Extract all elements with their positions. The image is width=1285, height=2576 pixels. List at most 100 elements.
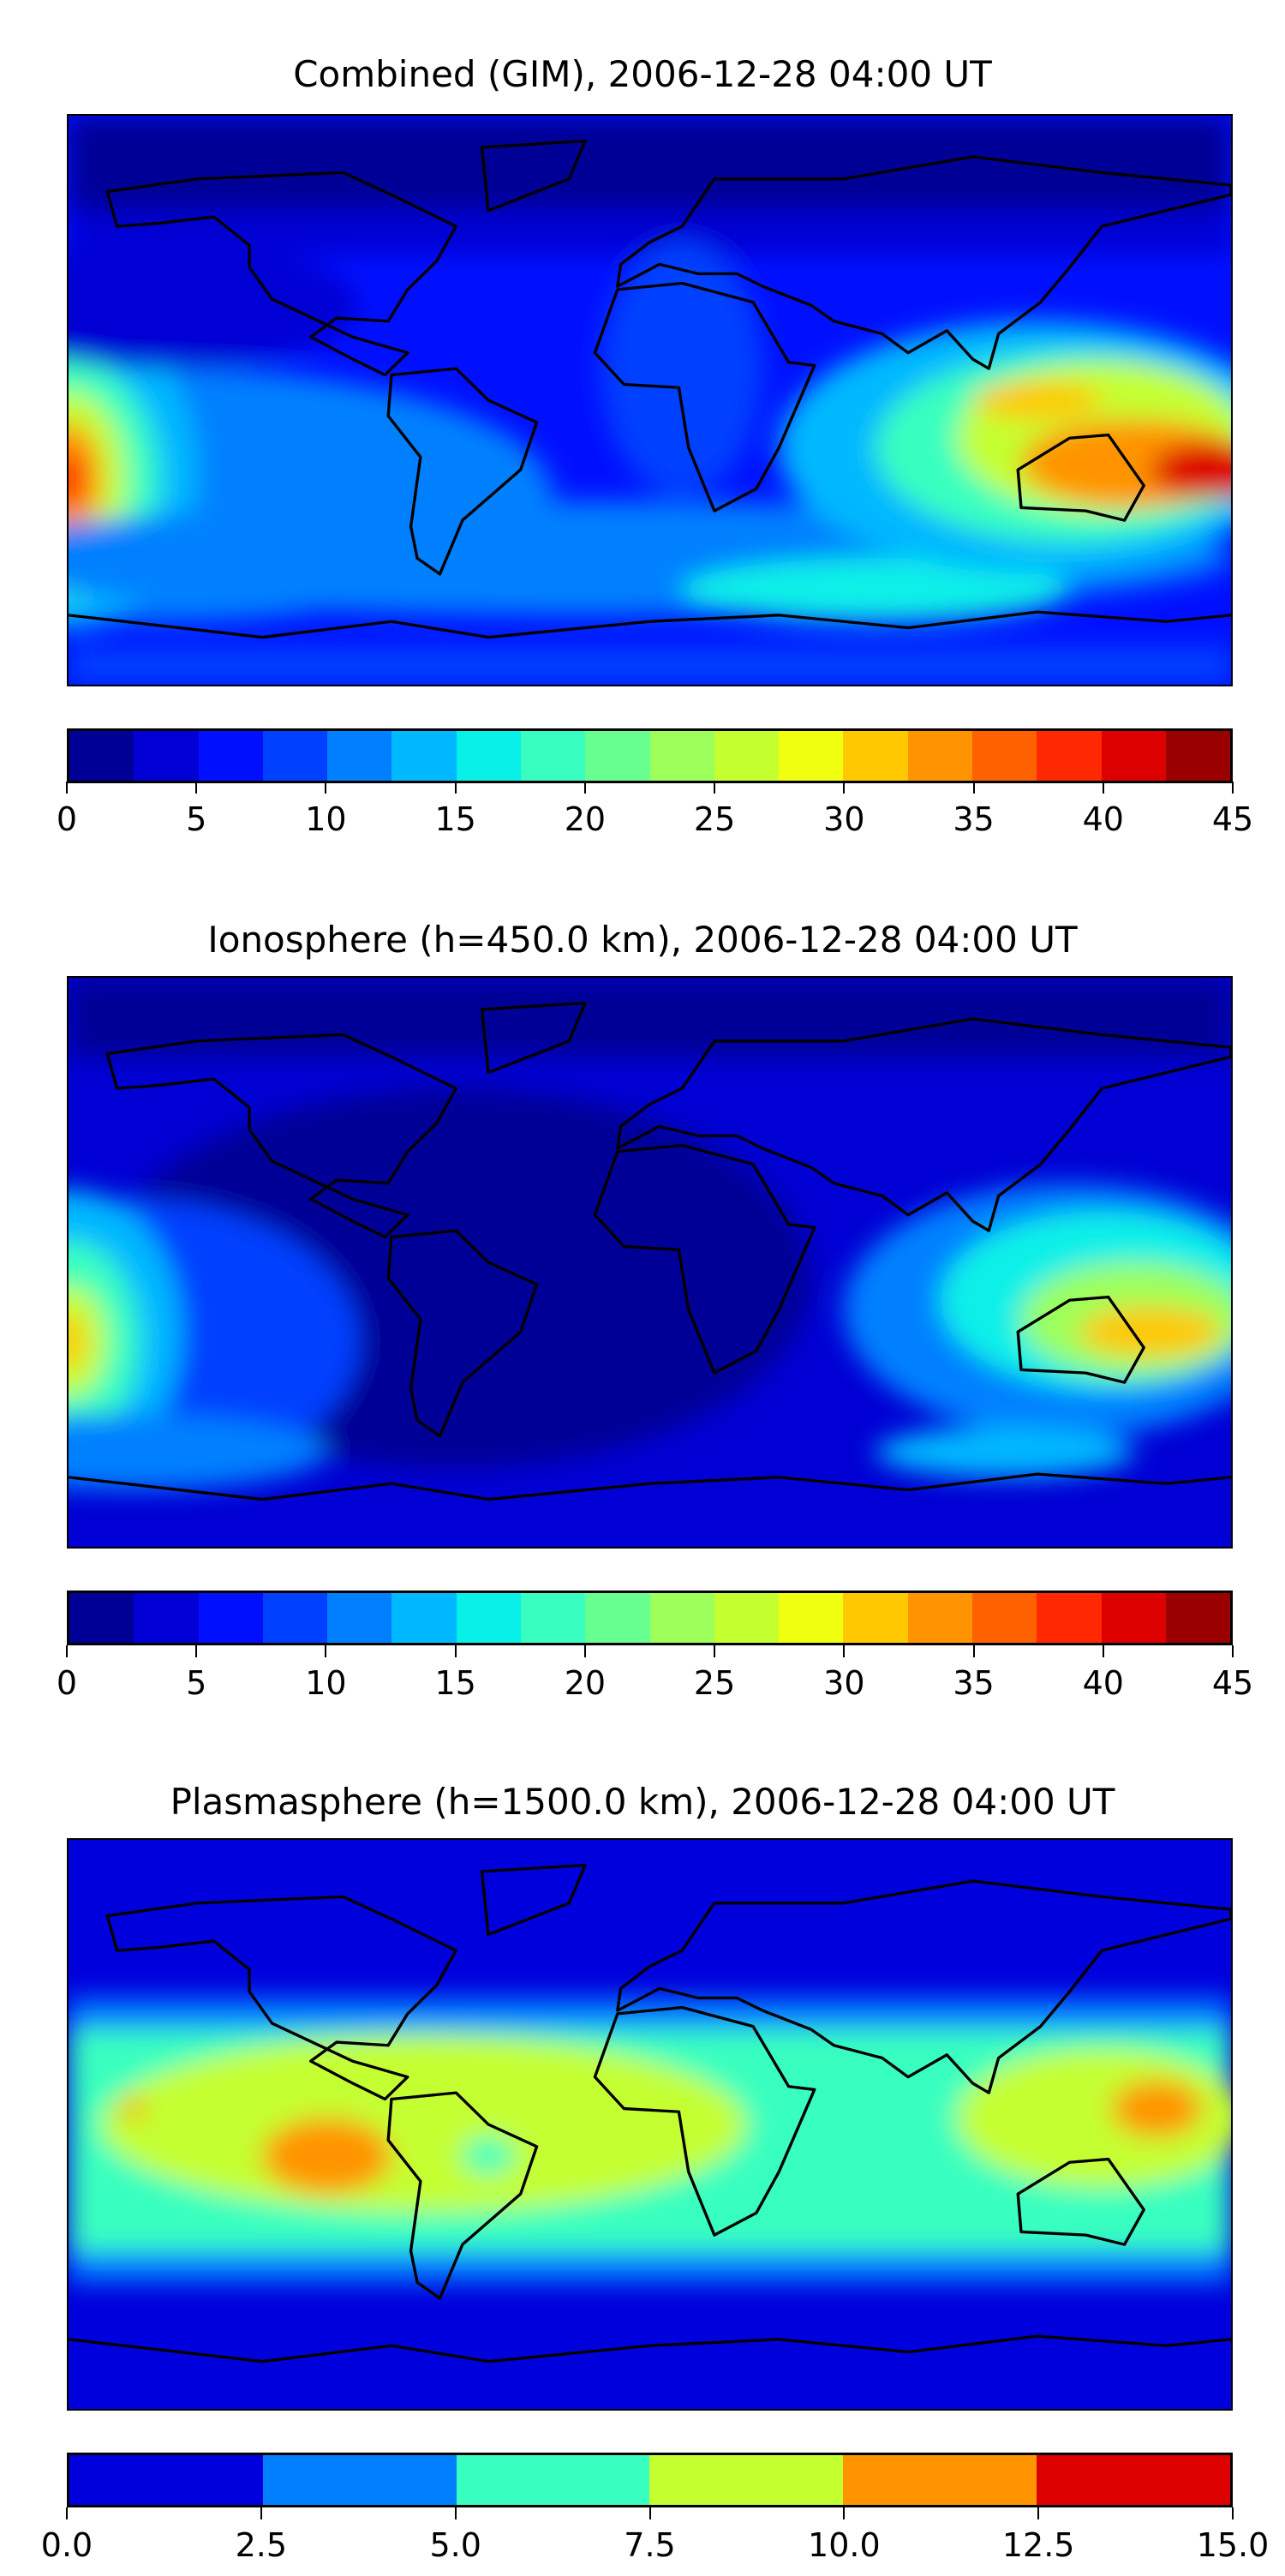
colorbar-tick-label: 45 <box>1211 1664 1254 1702</box>
contour-region <box>1150 440 1231 499</box>
colorbar-segment <box>198 1593 263 1643</box>
coastline <box>593 2005 816 2237</box>
colorbar-segment <box>262 2455 457 2505</box>
colorbar-tick <box>454 2507 457 2519</box>
contour-region <box>69 116 1231 211</box>
contour-region <box>601 242 763 495</box>
colorbar-tick <box>454 782 457 794</box>
colorbar-segment <box>1037 731 1102 781</box>
colorbar-segment <box>971 731 1037 781</box>
contour-region <box>69 978 1231 1057</box>
colorbar-segment <box>69 731 134 781</box>
colorbar-segment <box>456 1593 521 1643</box>
colorbar-tick-label: 7.5 <box>624 2526 676 2564</box>
colorbar-tick-label: 40 <box>1082 800 1124 838</box>
coastline <box>593 1143 816 1375</box>
coastline <box>1016 2157 1145 2246</box>
map-svg <box>69 978 1231 1547</box>
colorbar-tick <box>972 1645 975 1657</box>
contour-region <box>120 2099 146 2118</box>
contour-region <box>972 380 1103 420</box>
panel-title-combined: Combined (GIM), 2006-12-28 04:00 UT <box>293 53 992 95</box>
colorbar-tick-label: 10 <box>305 1664 347 1702</box>
colorbar-segment <box>69 1593 134 1643</box>
colorbar-segment <box>843 1593 908 1643</box>
coastline <box>105 1033 458 1239</box>
colorbar-tick <box>1037 2507 1040 2519</box>
colorbar-segment <box>649 731 714 781</box>
colorbar-tick <box>843 782 846 794</box>
colorbar-segment <box>843 2455 1037 2505</box>
colorbar-tick-label: 15 <box>434 800 476 838</box>
contour-region <box>1111 2080 1203 2137</box>
colorbar-tick <box>714 782 716 794</box>
colorbar-tick <box>843 2507 846 2519</box>
colorbar-tick-label: 10 <box>305 800 347 838</box>
coastline <box>386 2091 539 2300</box>
map-plasmasphere <box>67 1838 1233 2411</box>
coastline <box>1016 1295 1145 1384</box>
colorbar-tick-label: 12.5 <box>1001 2526 1075 2564</box>
colorbar-segment <box>779 1593 844 1643</box>
map-combined <box>67 114 1233 686</box>
colorbar-tick-label: 35 <box>953 1664 995 1702</box>
colorbar-tick-label: 35 <box>953 800 995 838</box>
contour-region <box>262 2118 391 2195</box>
colorbar-segment <box>262 1593 328 1643</box>
contour-region <box>69 210 1231 255</box>
contour-region <box>876 1426 1134 1477</box>
colorbar-tick-label: 0 <box>56 800 78 838</box>
colorbar-tick-label: 30 <box>823 1664 865 1702</box>
coastline <box>480 139 587 213</box>
colorbar-segment <box>1037 2455 1230 2505</box>
coastline <box>1016 433 1145 522</box>
colorbar-segment <box>134 1593 199 1643</box>
colorbar-tick <box>195 1645 198 1657</box>
colorbar-tick <box>583 1645 586 1657</box>
coastline <box>593 281 816 512</box>
colorbar-tick <box>1102 1645 1104 1657</box>
map-ionosphere <box>67 976 1233 1549</box>
coastline <box>616 1879 1231 2094</box>
colorbar-tick-label: 5 <box>186 800 207 838</box>
colorbar-tick <box>66 782 68 794</box>
colorbar-tick-label: 40 <box>1082 1664 1124 1702</box>
colorbar-tick-label: 25 <box>693 1664 736 1702</box>
colorbar-tick <box>583 782 586 794</box>
colorbar-tick-label: 5.0 <box>429 2526 481 2564</box>
coastline <box>69 1472 1231 1501</box>
colorbar-plasmasphere <box>67 2453 1233 2507</box>
colorbar-tick <box>1232 782 1234 794</box>
colorbar-ionosphere <box>67 1591 1233 1645</box>
colorbar-segment <box>714 731 780 781</box>
colorbar-segment <box>714 1593 780 1643</box>
colorbar-ticks-ionosphere: 0 5 10 15 20 25 30 35 40 45 <box>57 1645 1253 1714</box>
colorbar-segment <box>327 731 392 781</box>
colorbar-segment <box>971 1593 1037 1643</box>
colorbar-tick <box>1102 782 1104 794</box>
colorbar-segment <box>391 1593 457 1643</box>
colorbar-segment <box>585 731 650 781</box>
colorbar-segment <box>1101 1593 1166 1643</box>
contour-region <box>462 2136 515 2176</box>
colorbar-tick-label: 20 <box>564 800 607 838</box>
colorbar-tick <box>1232 2507 1234 2519</box>
colorbar-segment <box>1101 731 1166 781</box>
colorbar-tick <box>1232 1645 1234 1657</box>
colorbar-segment <box>69 2455 263 2505</box>
colorbar-tick-label: 20 <box>564 1664 607 1702</box>
colorbar-segment <box>649 2455 844 2505</box>
coastline <box>616 1017 1231 1232</box>
colorbar-segment <box>1037 1593 1102 1643</box>
coastline <box>386 367 539 576</box>
contour-region <box>69 1414 327 1490</box>
map-svg <box>69 116 1231 685</box>
coastline <box>480 1001 587 1075</box>
colorbar-segment <box>456 2455 650 2505</box>
colorbar-segment <box>327 1593 392 1643</box>
colorbar-segment <box>198 731 263 781</box>
coastline <box>480 1863 587 1937</box>
contour-region <box>69 646 1231 685</box>
coastline <box>69 2334 1231 2363</box>
panel-title-ionosphere: Ionosphere (h=450.0 km), 2006-12-28 04:0… <box>207 919 1078 961</box>
